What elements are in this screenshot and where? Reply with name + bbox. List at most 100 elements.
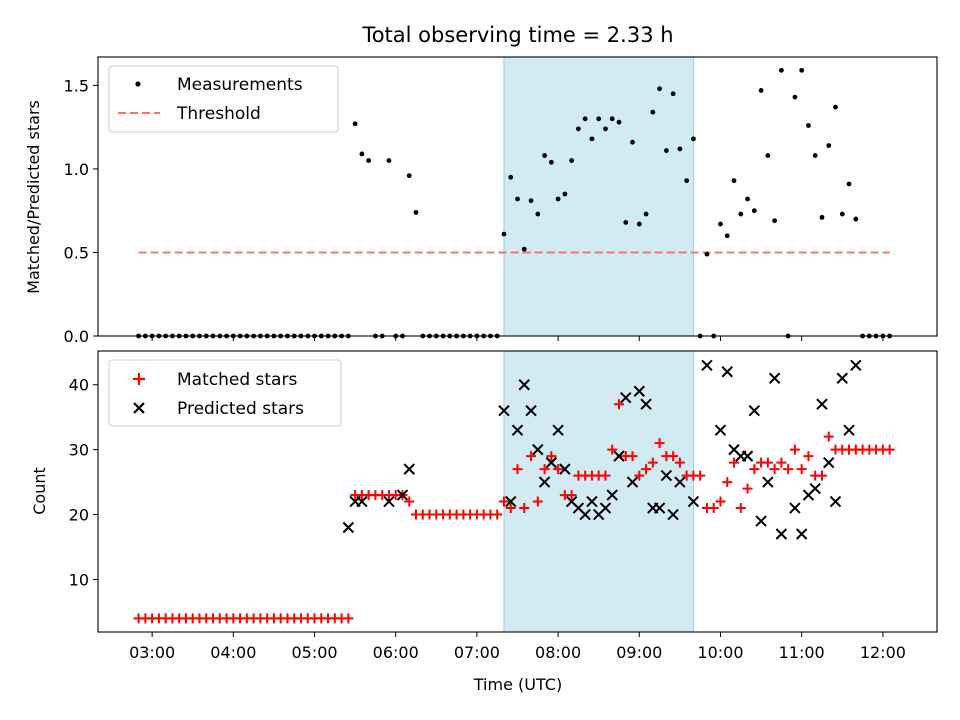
legend-predicted-marker (133, 402, 145, 414)
measurement-point (508, 174, 514, 180)
matched-star-point (539, 464, 550, 475)
predicted-star-point (762, 476, 774, 488)
matched-star-point (641, 464, 652, 475)
predicted-star-point (674, 476, 686, 488)
predicted-star-point (850, 359, 862, 371)
matched-star-point (404, 496, 415, 507)
measurement-point (806, 123, 811, 128)
measurement-point (853, 216, 859, 222)
matched-star-point (553, 464, 564, 475)
measurement-point (609, 116, 615, 122)
measurement-point (548, 159, 554, 165)
predicted-star-point (633, 385, 645, 397)
measurement-point (575, 126, 581, 132)
predicted-star-point (403, 463, 415, 475)
measurement-point (731, 178, 737, 184)
measurement-point (792, 94, 798, 100)
measurement-point (650, 109, 656, 115)
predicted-star-point (599, 502, 612, 514)
measurement-point (691, 136, 696, 142)
measurement-point (616, 119, 622, 125)
predicted-star-point (396, 489, 409, 501)
matched-star-point (783, 464, 794, 475)
predicted-star-point (518, 379, 530, 391)
matched-star-point (762, 457, 773, 468)
predicted-star-point (342, 521, 355, 534)
matched-star-point (600, 470, 611, 481)
predicted-star-point (714, 424, 727, 436)
measurement-point (582, 116, 588, 122)
matched-star-point (492, 509, 503, 520)
x-tick-label: 09:00 (616, 643, 662, 662)
matched-star-point (715, 496, 726, 507)
y-tick-label: 10 (69, 570, 89, 589)
predicted-star-point (532, 443, 544, 456)
predicted-star-point (829, 495, 842, 508)
y-tick-label: 40 (69, 376, 89, 395)
predicted-star-point (721, 366, 733, 378)
predicted-star-point (748, 404, 761, 417)
measurement-point (542, 153, 547, 158)
matched-star-point (668, 451, 679, 462)
measurement-point (386, 158, 392, 163)
matched-star-point (654, 438, 665, 449)
predicted-star-point (586, 495, 598, 508)
measurement-point (515, 196, 520, 202)
matched-star-point (674, 457, 685, 468)
matched-star-points (133, 399, 895, 624)
x-tick-label: 03:00 (129, 643, 175, 662)
measurement-point (745, 196, 750, 202)
matched-star-point (735, 503, 746, 514)
x-tick-label: 11:00 (779, 643, 825, 662)
matched-star-point (816, 470, 827, 481)
measurement-point (555, 196, 561, 202)
measurement-point (677, 146, 683, 152)
predicted-star-point (741, 450, 754, 462)
matched-star-point (823, 431, 834, 442)
x-tick-label: 10:00 (697, 643, 743, 662)
legend-measurements-marker (135, 81, 141, 87)
matched-star-point (343, 613, 354, 624)
matched-star-point (566, 490, 577, 501)
predicted-star-point (606, 489, 618, 501)
matched-star-point (519, 503, 530, 514)
measurement-point (846, 181, 852, 187)
bottom-legend-box (108, 359, 342, 427)
predicted-star-point (660, 469, 673, 482)
bottom-x-ticks: 03:00 04:00 05:00 06:00 07:00 08:00 09:00 10:00… (129, 632, 906, 662)
matched-star-point (526, 451, 537, 462)
matched-star-point (505, 503, 516, 514)
bottom-y-axis-label: Count (30, 467, 49, 515)
matched-star-point (803, 451, 814, 462)
figure-title: Total observing time = 2.33 h (361, 23, 673, 47)
matched-star-point (532, 496, 543, 507)
predicted-star-points (342, 359, 862, 540)
measurement-point (528, 198, 534, 204)
measurement-point (657, 86, 662, 92)
matched-star-point (627, 451, 638, 462)
predicted-star-point (505, 495, 517, 508)
predicted-star-point (613, 450, 625, 462)
predicted-star-point (552, 424, 564, 436)
matched-star-point (729, 457, 740, 468)
predicted-star-point (816, 398, 828, 410)
measurement-point (812, 153, 818, 158)
measurement-point (663, 148, 669, 153)
measurement-point (718, 221, 723, 227)
measurement-point (562, 191, 568, 197)
measurement-point (636, 221, 642, 227)
matched-star-point (647, 457, 658, 468)
measurement-point (359, 151, 365, 157)
predicted-star-point (538, 476, 551, 488)
y-tick-label: 0.0 (64, 327, 89, 346)
predicted-star-point (525, 404, 537, 417)
top-legend: Measurements Threshold (108, 65, 339, 133)
top-shaded-interval (503, 56, 694, 337)
matched-star-point (789, 444, 800, 455)
predicted-star-point (809, 482, 821, 495)
measurement-point (623, 219, 629, 225)
predicted-star-point (559, 463, 571, 475)
x-tick-label: 07:00 (454, 643, 500, 662)
x-tick-label: 08:00 (535, 643, 581, 662)
